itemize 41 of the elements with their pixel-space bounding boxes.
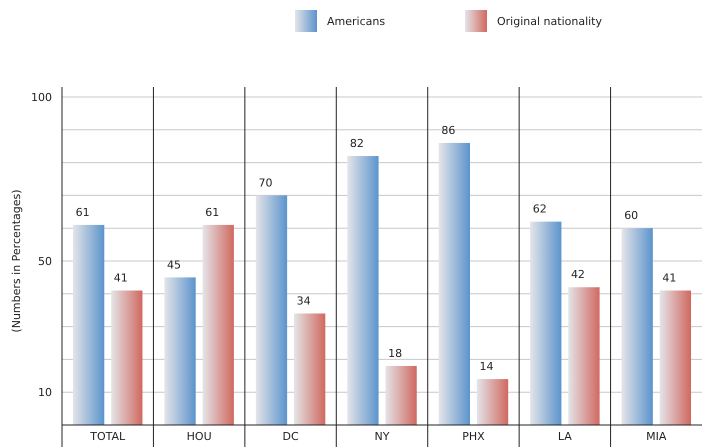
bar — [568, 287, 600, 425]
bar — [660, 290, 692, 425]
data-label: 18 — [388, 346, 402, 360]
data-label: 41 — [114, 272, 128, 285]
bar — [202, 224, 234, 425]
bar — [385, 366, 417, 425]
x-tick-label: HOU — [186, 430, 212, 443]
data-label: 62 — [532, 202, 547, 216]
data-label: 42 — [570, 268, 585, 282]
bar — [347, 156, 379, 425]
data-label: 41 — [662, 272, 676, 285]
bar — [111, 290, 142, 425]
x-tick-label: PHX — [462, 430, 486, 443]
bar — [476, 379, 508, 425]
x-tick-label: MIA — [646, 430, 667, 443]
data-label: 61 — [205, 206, 220, 219]
data-label: 14 — [480, 360, 494, 374]
x-tick-label: DC — [282, 430, 299, 443]
x-tick-label: LA — [558, 430, 572, 443]
legend-label: Americans — [327, 14, 386, 28]
data-label: 45 — [167, 258, 182, 272]
y-axis-title: (Numbers in Percentages) — [10, 189, 23, 333]
y-tick-label: 100 — [31, 90, 52, 104]
y-tick-label: 50 — [38, 254, 52, 268]
bar — [164, 277, 196, 425]
data-label: 60 — [624, 209, 638, 222]
data-label: 61 — [76, 206, 90, 219]
x-tick-label: TOTAL — [89, 430, 126, 443]
x-tick-label: NY — [374, 430, 390, 443]
data-label: 86 — [441, 124, 456, 137]
bar — [438, 142, 470, 425]
data-label: 82 — [350, 137, 364, 150]
legend-label: Original nationality — [497, 14, 602, 28]
bar — [72, 224, 104, 425]
bar — [256, 195, 288, 425]
bar — [294, 313, 326, 425]
bar — [530, 222, 562, 425]
data-label: 70 — [258, 176, 272, 190]
data-label: 34 — [296, 294, 311, 308]
y-tick-label: 10 — [38, 386, 52, 400]
bar — [622, 228, 653, 425]
